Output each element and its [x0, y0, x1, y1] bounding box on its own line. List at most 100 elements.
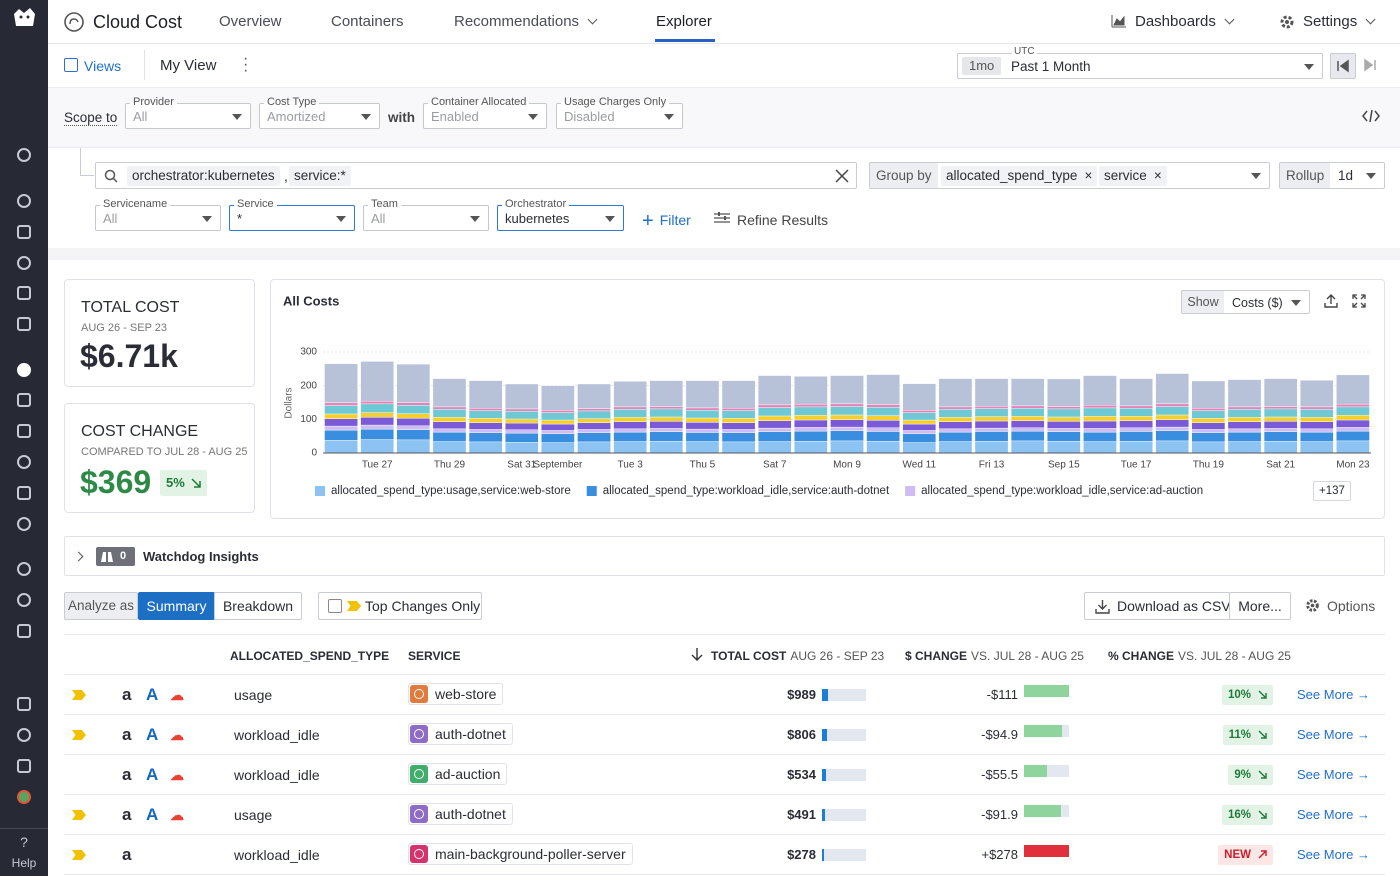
nav-tab[interactable]: Overview — [219, 13, 282, 30]
team-filter[interactable]: Team All — [363, 198, 489, 231]
servicename-filter[interactable]: Servicename All — [95, 198, 221, 231]
show-dropdown[interactable]: Show Costs ($) — [1181, 290, 1310, 314]
column-header[interactable]: TOTAL COST AUG 26 - SEP 23 — [711, 649, 884, 663]
orchestrator-filter[interactable]: Orchestrator kubernetes — [497, 198, 624, 231]
service-chip[interactable]: auth-dotnet — [408, 803, 513, 825]
icon[interactable] — [17, 759, 31, 773]
more-button[interactable]: More... — [1229, 592, 1291, 620]
see-more[interactable]: See More → — [1297, 847, 1370, 862]
mode-breakdown[interactable]: Breakdown — [214, 592, 302, 620]
add-filter-label[interactable]: Filter — [659, 212, 691, 228]
legend-more[interactable]: +137 — [1313, 481, 1351, 501]
rollup[interactable]: Rollup 1d — [1279, 162, 1385, 189]
column-header[interactable]: % CHANGE VS. JUL 28 - AUG 25 — [1108, 649, 1291, 663]
add-filter[interactable]: + Filter — [642, 208, 691, 232]
nav-tab-label[interactable]: Recommendations — [454, 13, 580, 30]
see-more-label[interactable]: See More — [1297, 807, 1354, 822]
service-filter[interactable]: Service * — [229, 198, 355, 231]
icon[interactable] — [17, 593, 31, 607]
watchdog-bar[interactable]: 0 Watchdog Insights — [64, 536, 1385, 576]
usage-charges-dropdown[interactable]: Usage Charges Only Disabled — [556, 96, 683, 129]
see-more-label[interactable]: See More — [1297, 727, 1354, 742]
icon[interactable] — [17, 256, 31, 270]
icon[interactable] — [17, 424, 31, 438]
nav-tab[interactable]: Containers — [331, 13, 404, 30]
see-more-label[interactable]: See More — [1297, 767, 1354, 782]
top-changes-toggle[interactable]: Top Changes Only — [318, 592, 482, 620]
table-row[interactable]: a A ☁ workload_idle ad-auction $534 -$55.5… — [64, 755, 1385, 795]
nav-tab-active[interactable]: Explorer — [656, 13, 712, 30]
see-more-label[interactable]: See More — [1297, 687, 1354, 702]
service-name[interactable]: auth-dotnet — [435, 726, 506, 742]
icon[interactable] — [17, 148, 31, 162]
service-chip[interactable]: auth-dotnet — [408, 723, 513, 745]
icon[interactable] — [17, 562, 31, 576]
service-name[interactable]: ad-auction — [435, 766, 501, 782]
icon[interactable] — [17, 624, 31, 638]
icon[interactable] — [17, 317, 31, 331]
product-name[interactable]: Cloud Cost — [93, 12, 183, 32]
see-more-label[interactable]: See More — [1297, 847, 1354, 862]
icon[interactable] — [17, 286, 31, 300]
header-name[interactable]: $ CHANGE — [905, 649, 968, 663]
see-more[interactable]: See More → — [1297, 727, 1370, 742]
settings-label[interactable]: Settings — [1303, 13, 1358, 30]
query-tag[interactable]: service:* — [289, 166, 351, 186]
views-button[interactable]: Views — [84, 58, 122, 74]
table-row[interactable]: a A ☁ usage web-store $989 -$111 10% See M… — [64, 675, 1385, 715]
container-allocated-dropdown[interactable]: Container Allocated Enabled — [423, 96, 547, 129]
help-icon[interactable]: ? — [20, 834, 28, 850]
dashboards-label[interactable]: Dashboards — [1135, 13, 1216, 30]
icon[interactable] — [17, 225, 31, 239]
avatar[interactable] — [17, 790, 31, 804]
next-button[interactable] — [1358, 53, 1384, 79]
icon[interactable] — [17, 393, 31, 407]
remove[interactable]: × — [1153, 168, 1162, 183]
help-label[interactable]: Help — [11, 856, 37, 870]
settings-menu[interactable]: Settings — [1303, 12, 1376, 32]
search-box[interactable]: orchestrator:kubernetes , service:* — [95, 162, 857, 189]
prev-button[interactable] — [1330, 53, 1356, 79]
checkbox[interactable] — [328, 599, 342, 613]
download-csv[interactable]: Download as CSV — [1084, 592, 1231, 620]
table-row[interactable]: a A ☁ usage auth-dotnet $491 -$91.9 16% Se… — [64, 795, 1385, 835]
icon-active[interactable] — [17, 363, 31, 377]
see-more[interactable]: See More → — [1297, 767, 1370, 782]
column-header[interactable]: SERVICE — [408, 649, 461, 663]
group-chip[interactable]: allocated_spend_type × — [941, 166, 1098, 186]
dashboards-menu[interactable]: Dashboards — [1135, 12, 1235, 32]
icon[interactable] — [17, 455, 31, 469]
refine-results[interactable]: Refine Results — [737, 212, 829, 228]
view-name[interactable]: My View — [160, 57, 217, 74]
download-label[interactable]: Download as CSV — [1117, 598, 1231, 614]
view-menu[interactable]: · · · — [243, 50, 249, 79]
header-name[interactable]: % CHANGE — [1108, 649, 1175, 663]
time-picker[interactable]: UTC 1mo Past 1 Month — [957, 47, 1323, 79]
icon[interactable] — [17, 728, 31, 742]
mode-summary[interactable]: Summary — [138, 592, 215, 620]
cost-type-dropdown[interactable]: Cost Type Amortized — [259, 96, 380, 129]
top-changes-label[interactable]: Top Changes Only — [365, 598, 481, 614]
service-chip[interactable]: ad-auction — [408, 763, 508, 785]
icon[interactable] — [17, 697, 31, 711]
icon[interactable] — [17, 194, 31, 208]
code-icon[interactable] — [1362, 108, 1380, 124]
header-name[interactable]: TOTAL COST — [711, 649, 787, 663]
table-row[interactable]: a workload_idle main-background-poller-s… — [64, 835, 1385, 875]
icon[interactable] — [17, 517, 31, 531]
column-header[interactable]: ALLOCATED_SPEND_TYPE — [230, 649, 390, 663]
query-tag[interactable]: orchestrator:kubernetes — [127, 166, 280, 186]
see-more[interactable]: See More → — [1297, 687, 1370, 702]
see-more[interactable]: See More → — [1297, 807, 1370, 822]
expand-icon[interactable] — [1351, 293, 1367, 309]
service-name[interactable]: web-store — [435, 686, 497, 702]
group-by[interactable]: Group by allocated_spend_type × service × — [869, 162, 1270, 189]
export-icon[interactable] — [1323, 293, 1339, 309]
column-header[interactable]: $ CHANGE VS. JUL 28 - AUG 25 — [905, 649, 1084, 663]
service-name[interactable]: auth-dotnet — [435, 806, 506, 822]
nav-tab[interactable]: Recommendations — [454, 12, 598, 32]
provider-dropdown[interactable]: Provider All — [125, 96, 251, 129]
group-chip[interactable]: service × — [1099, 166, 1167, 186]
service-chip[interactable]: main-background-poller-server — [408, 843, 633, 865]
options-button[interactable]: Options — [1327, 598, 1376, 614]
